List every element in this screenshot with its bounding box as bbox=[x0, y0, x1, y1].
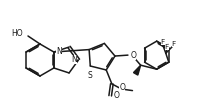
Text: F: F bbox=[172, 42, 176, 48]
Text: O: O bbox=[130, 51, 136, 60]
Text: F: F bbox=[164, 44, 169, 50]
Text: HO: HO bbox=[11, 30, 23, 39]
Text: F: F bbox=[161, 39, 165, 45]
Text: N: N bbox=[56, 47, 62, 56]
Polygon shape bbox=[134, 65, 141, 75]
Text: O: O bbox=[114, 91, 120, 100]
Text: O: O bbox=[119, 83, 125, 92]
Text: S: S bbox=[88, 71, 93, 80]
Text: N: N bbox=[71, 56, 77, 64]
